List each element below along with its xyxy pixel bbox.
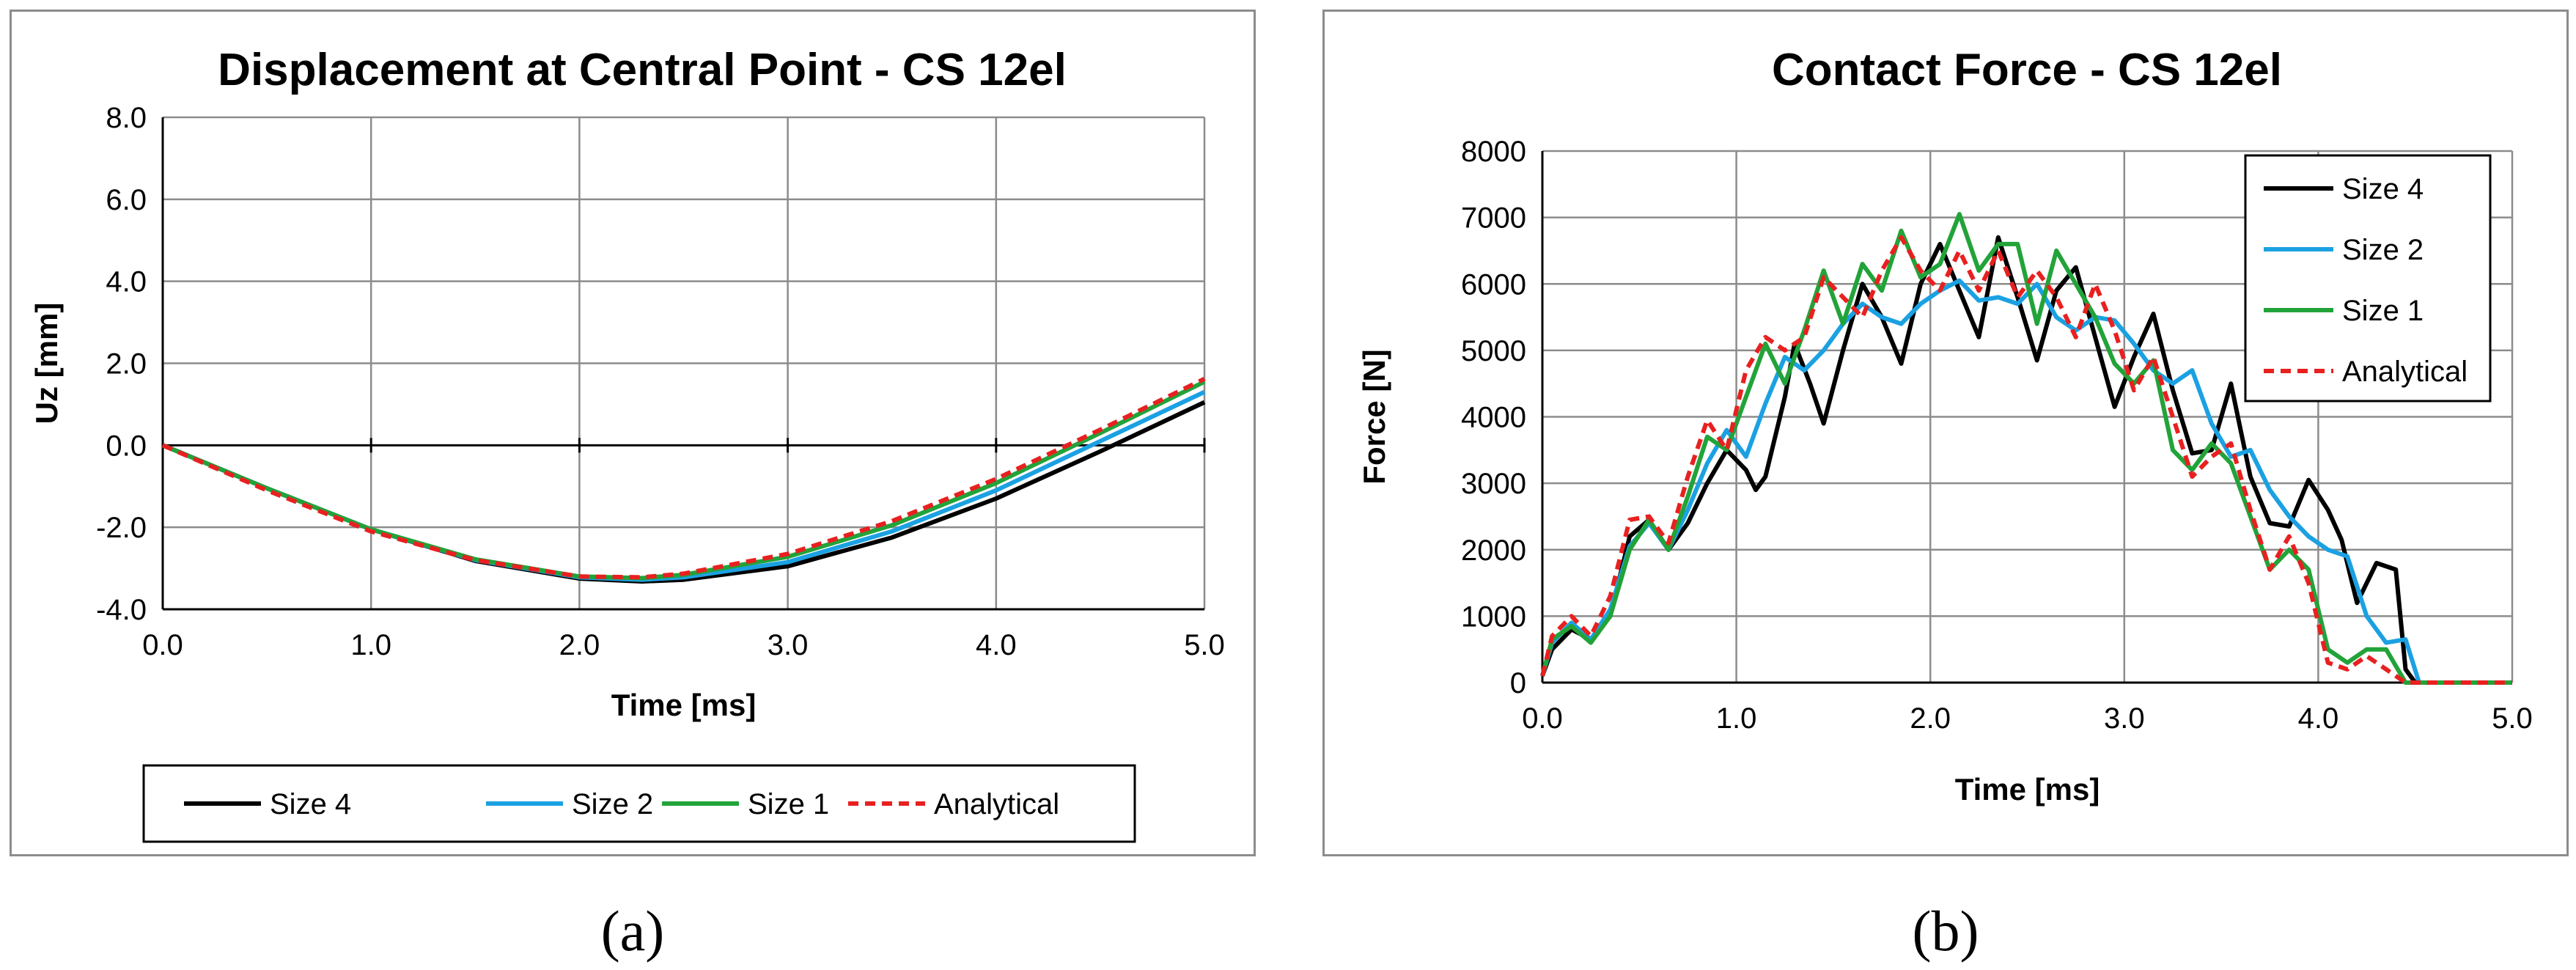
disp-legend-label-size-2: Size 2 <box>572 788 653 820</box>
caption-a: (a) <box>600 899 665 963</box>
disp-legend-label-analytical: Analytical <box>934 788 1059 820</box>
force-x-tick-label: 0.0 <box>1522 702 1563 735</box>
disp-x-tick-label: 2.0 <box>559 629 600 661</box>
disp-y-tick-label: 8.0 <box>106 102 147 134</box>
chart-panel-contact-force: Contact Force - CS 12el 0.0 1.0 2.0 3.0 4.0 5.… <box>1322 10 2569 856</box>
force-x-tick-label: 4.0 <box>2298 702 2339 735</box>
force-legend-label-size-1: Size 1 <box>2342 295 2424 327</box>
force-y-tick-label: 7000 <box>1461 202 1526 235</box>
force-y-tick-label: 6000 <box>1461 268 1526 301</box>
force-y-tick-label: 0 <box>1510 667 1526 699</box>
disp-y-tick-label: 4.0 <box>106 266 147 298</box>
force-chart-title: Contact Force - CS 12el <box>1772 45 2282 95</box>
disp-y-tick-label: -4.0 <box>96 594 147 626</box>
force-series-analytical <box>1540 235 2512 685</box>
force-y-tick-label: 5000 <box>1461 335 1526 367</box>
disp-series-size-4 <box>161 400 1206 584</box>
force-y-tick-label: 1000 <box>1461 600 1526 633</box>
force-y-tick-label: 4000 <box>1461 402 1526 434</box>
disp-y-tick-label: 0.0 <box>106 430 147 462</box>
disp-legend-label-size-1: Size 1 <box>748 788 829 820</box>
disp-x-axis-label: Time [ms] <box>611 688 757 722</box>
force-series-size-2 <box>1540 278 2512 685</box>
disp-series-size-2 <box>161 389 1206 582</box>
disp-x-tick-label: 4.0 <box>976 629 1017 661</box>
displacement-chart: Displacement at Central Point - CS 12el 0… <box>29 45 1225 843</box>
disp-y-axis-label: Uz [mm] <box>29 303 64 425</box>
force-series-size-1 <box>1540 212 2512 685</box>
disp-legend <box>142 764 1136 843</box>
force-x-tick-label: 3.0 <box>2104 702 2145 735</box>
force-x-tick-label: 1.0 <box>1716 702 1757 735</box>
force-y-tick-label: 2000 <box>1461 534 1526 567</box>
force-x-axis-label: Time [ms] <box>1955 772 2100 807</box>
disp-x-tick-label: 5.0 <box>1184 629 1225 661</box>
disp-series-analytical <box>161 377 1206 580</box>
chart-panel-displacement: Displacement at Central Point - CS 12el 0… <box>10 10 1256 856</box>
caption-b: (b) <box>1912 899 1979 963</box>
force-legend-label-analytical: Analytical <box>2342 356 2468 388</box>
disp-y-tick-label: 6.0 <box>106 184 147 216</box>
force-y-tick-label: 8000 <box>1461 136 1526 168</box>
force-y-tick-label: 3000 <box>1461 468 1526 500</box>
force-x-tick-label: 2.0 <box>1910 702 1951 735</box>
force-legend <box>2244 154 2492 403</box>
disp-y-tick-label: -2.0 <box>96 512 147 544</box>
force-y-axis-label: Force [N] <box>1357 349 1391 484</box>
disp-x-tick-label: 3.0 <box>768 629 809 661</box>
force-legend-label-size-4: Size 4 <box>2342 173 2424 205</box>
disp-series-size-1 <box>161 380 1206 581</box>
force-legend-label-size-2: Size 2 <box>2342 234 2424 266</box>
force-series-size-4 <box>1540 235 2512 685</box>
contact-force-chart: Contact Force - CS 12el 0.0 1.0 2.0 3.0 4.0 5.… <box>1357 45 2533 807</box>
disp-x-tick-label: 0.0 <box>142 629 183 661</box>
disp-y-tick-label: 2.0 <box>106 348 147 381</box>
disp-chart-title: Displacement at Central Point - CS 12el <box>218 45 1067 95</box>
disp-x-tick-label: 1.0 <box>350 629 391 661</box>
disp-legend-label-size-4: Size 4 <box>270 788 351 820</box>
force-x-tick-label: 5.0 <box>2492 702 2533 735</box>
